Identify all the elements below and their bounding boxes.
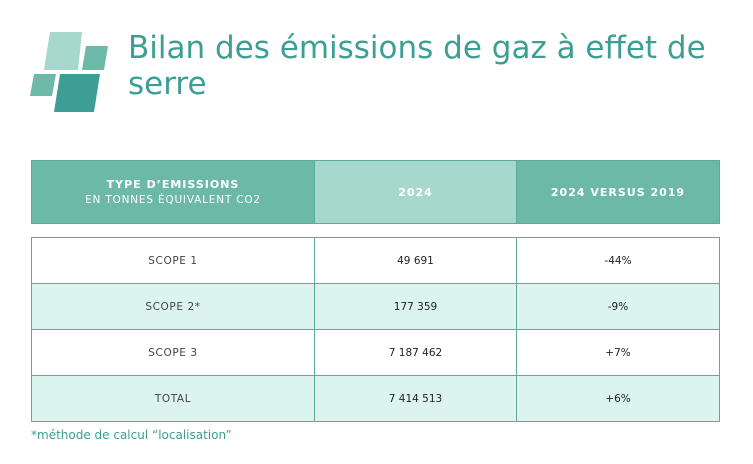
table-header: TYPE D’EMISSIONS EN TONNES ÉQUIVALENT CO… bbox=[31, 160, 720, 224]
row-change: +7% bbox=[605, 346, 631, 359]
footnote: *méthode de calcul “localisation” bbox=[31, 428, 232, 442]
table-row: SCOPE 1 49 691 -44% bbox=[32, 238, 719, 284]
row-value: 49 691 bbox=[315, 238, 517, 283]
header-versus: 2024 VERSUS 2019 bbox=[517, 161, 719, 223]
table-row: SCOPE 3 7 187 462 +7% bbox=[32, 330, 719, 376]
emissions-table: SCOPE 1 49 691 -44% SCOPE 2* 177 359 -9%… bbox=[31, 237, 720, 422]
table-row-total: TOTAL 7 414 513 +6% bbox=[32, 376, 719, 422]
row-type: SCOPE 2* bbox=[32, 284, 315, 329]
row-change: +6% bbox=[605, 392, 631, 405]
row-change: -9% bbox=[607, 300, 629, 313]
row-type: TOTAL bbox=[32, 376, 315, 421]
header-year: 2024 bbox=[315, 161, 517, 223]
header-emission-type: TYPE D’EMISSIONS EN TONNES ÉQUIVALENT CO… bbox=[32, 161, 315, 223]
header-year-label: 2024 bbox=[398, 185, 433, 199]
row-type: SCOPE 1 bbox=[32, 238, 315, 283]
row-type: SCOPE 3 bbox=[32, 330, 315, 375]
table-row: SCOPE 2* 177 359 -9% bbox=[32, 284, 719, 330]
header-versus-label: 2024 VERSUS 2019 bbox=[550, 185, 686, 199]
row-value: 177 359 bbox=[315, 284, 517, 329]
header-type-sub: EN TONNES ÉQUIVALENT CO2 bbox=[85, 194, 261, 206]
row-value: 7 187 462 bbox=[315, 330, 517, 375]
page-title: Bilan des émissions de gaz à effet de se… bbox=[128, 30, 706, 102]
tiles-logo-icon bbox=[30, 32, 108, 112]
header-type-label: TYPE D’EMISSIONS bbox=[106, 178, 240, 191]
row-change: -44% bbox=[604, 254, 632, 267]
row-value: 7 414 513 bbox=[315, 376, 517, 421]
